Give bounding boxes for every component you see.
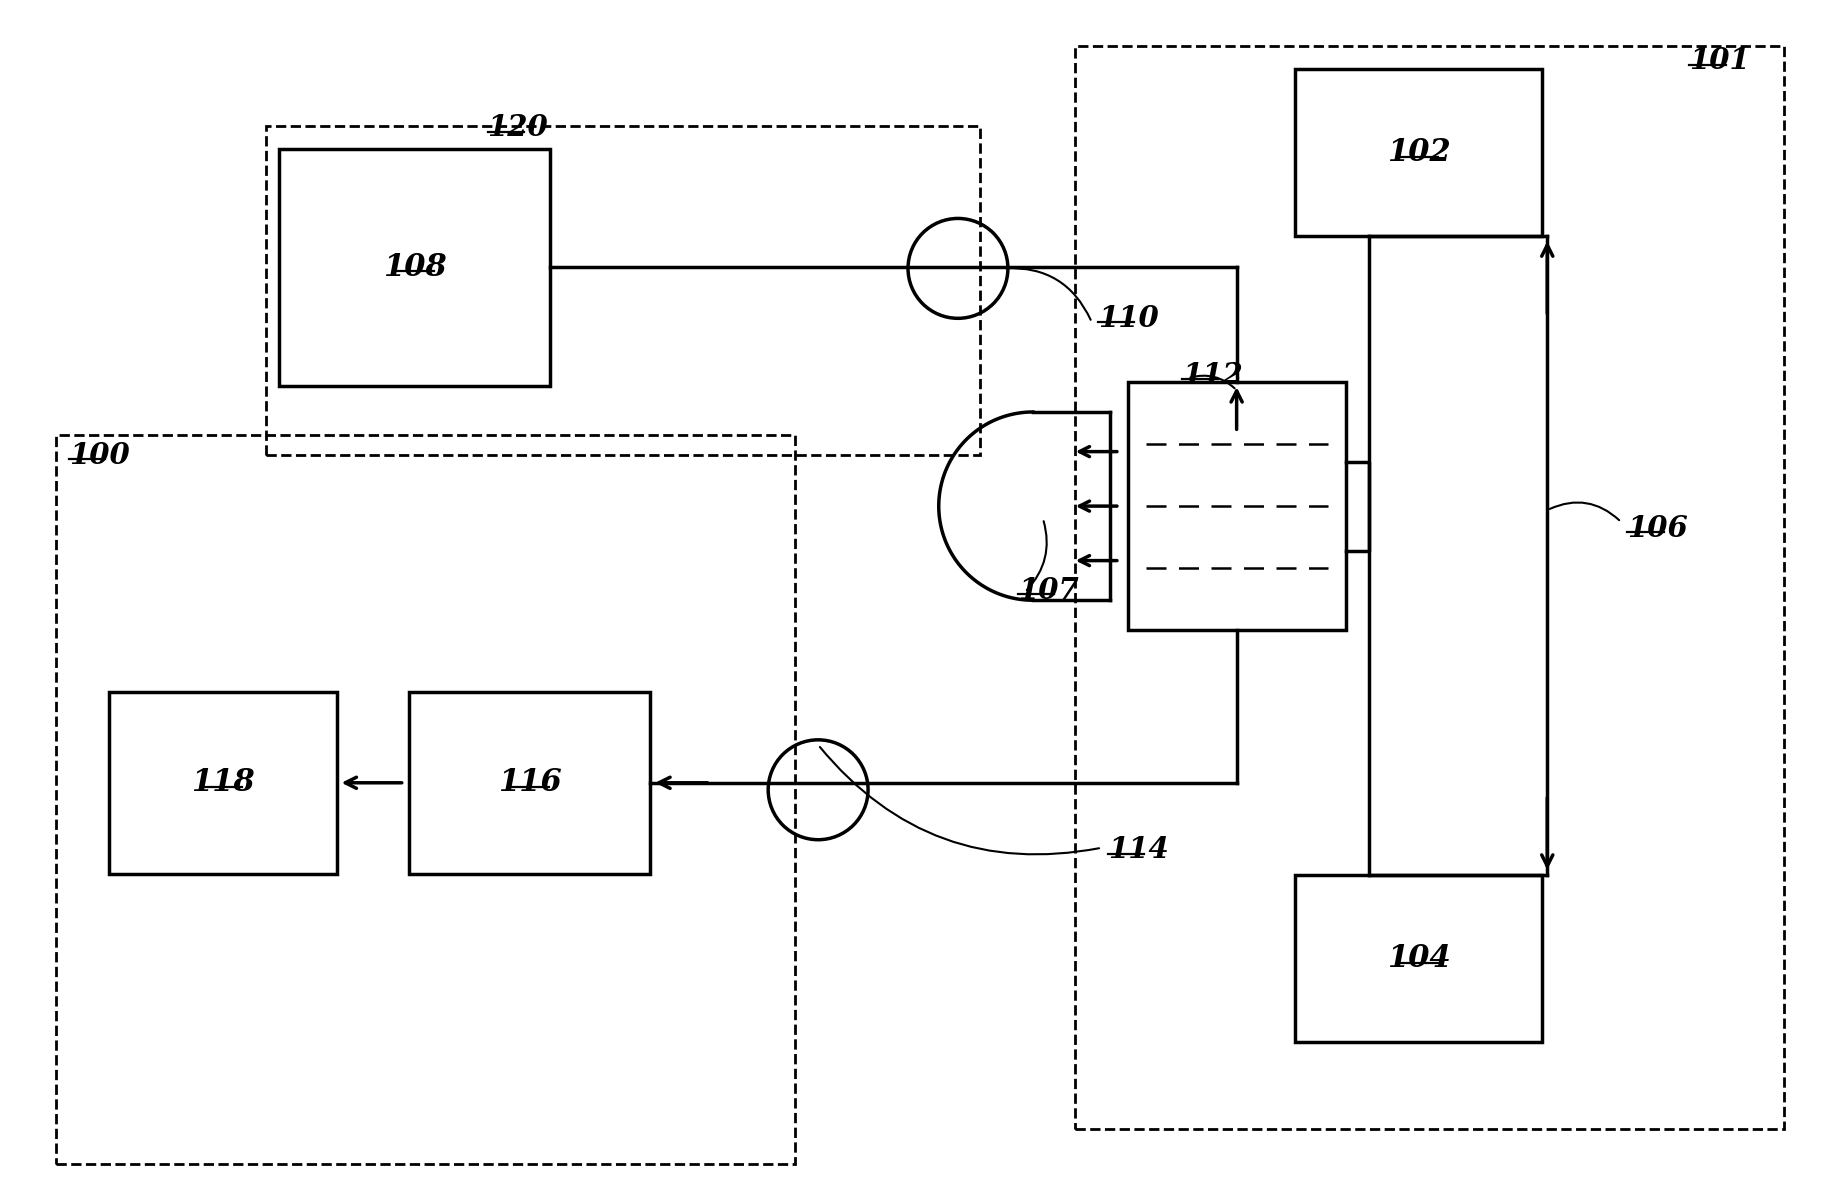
- Text: 107: 107: [1018, 576, 1077, 605]
- Text: 102: 102: [1386, 137, 1449, 168]
- Text: 120: 120: [488, 114, 549, 142]
- Bar: [279, 148, 551, 386]
- Text: 112: 112: [1181, 361, 1242, 390]
- Bar: [1294, 68, 1541, 237]
- Text: 104: 104: [1386, 943, 1449, 974]
- Bar: [266, 125, 979, 455]
- Text: 118: 118: [190, 767, 255, 798]
- Text: 110: 110: [1098, 304, 1159, 333]
- Bar: [1127, 382, 1345, 630]
- Text: 108: 108: [383, 252, 445, 283]
- Bar: [1074, 45, 1783, 1129]
- Text: 116: 116: [497, 767, 562, 798]
- Text: 114: 114: [1107, 835, 1168, 864]
- Bar: [109, 692, 336, 874]
- Bar: [55, 435, 795, 1164]
- Bar: [408, 692, 650, 874]
- Text: 106: 106: [1626, 514, 1687, 543]
- Text: 101: 101: [1689, 47, 1748, 75]
- Bar: [1294, 875, 1541, 1042]
- Text: 100: 100: [68, 441, 129, 470]
